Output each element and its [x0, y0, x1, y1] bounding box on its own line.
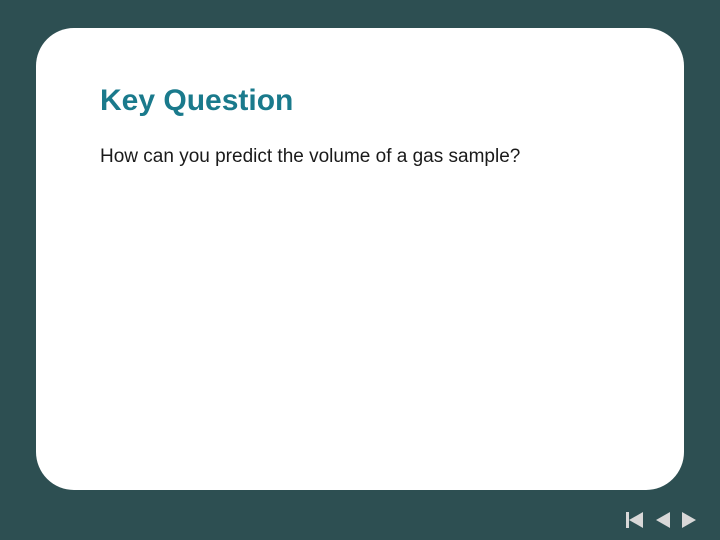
previous-icon[interactable] — [656, 512, 670, 528]
slide-body: How can you predict the volume of a gas … — [100, 144, 620, 171]
next-icon[interactable] — [682, 512, 696, 528]
slide-title: Key Question — [100, 84, 620, 118]
skip-back-icon[interactable] — [626, 512, 644, 528]
nav-controls — [626, 512, 696, 528]
slide-card: Key Question How can you predict the vol… — [36, 28, 684, 490]
